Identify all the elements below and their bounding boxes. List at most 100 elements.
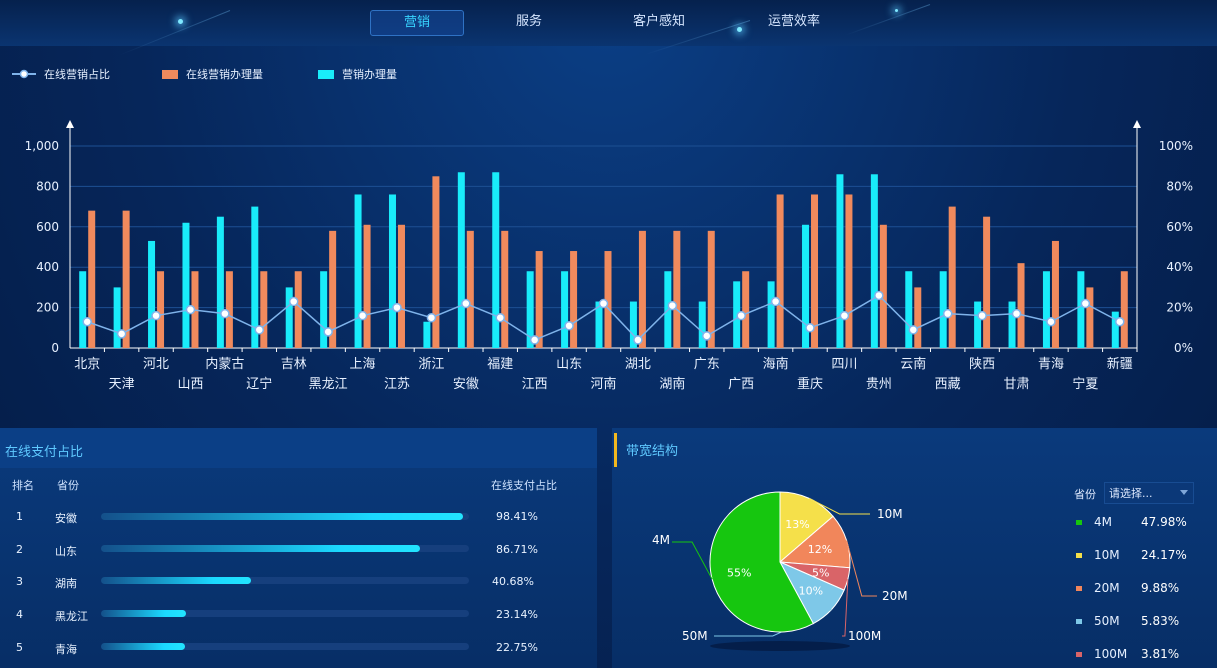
- bar-online: [638, 230, 646, 348]
- legend-row[interactable]: 10M 24.17%: [1076, 548, 1196, 564]
- legend-pct: 3.81%: [1141, 647, 1180, 661]
- legend-row[interactable]: 50M 5.83%: [1076, 614, 1196, 630]
- pie-outer-label: 50M: [682, 629, 708, 643]
- rate-point: [288, 296, 299, 307]
- pie-data-label: 13%: [785, 518, 809, 531]
- x-tick-label: 江苏: [384, 376, 410, 392]
- row-province: 青海: [55, 643, 77, 656]
- legend-name: 100M: [1094, 647, 1128, 661]
- bar-total: [698, 301, 706, 348]
- bandwidth-pie-chart: 13% 10M 12% 20M 5% 100M 10% 50M 55% 4M: [652, 491, 908, 651]
- bar-total: [802, 224, 810, 348]
- bar-online: [604, 251, 612, 348]
- row-pct: 86.71%: [496, 543, 538, 556]
- bar-total: [423, 321, 431, 348]
- legend-row[interactable]: 4M 47.98%: [1076, 515, 1196, 531]
- bar-total: [629, 301, 637, 348]
- chevron-down-icon: [1180, 490, 1188, 495]
- bar-online: [570, 251, 578, 348]
- row-rank: 1: [16, 510, 23, 523]
- rate-point: [461, 298, 471, 309]
- legend-swatch: [1076, 586, 1082, 591]
- bar-online: [707, 230, 715, 348]
- y-tick-label-left: 0: [51, 341, 59, 355]
- x-tick-label: 陕西: [969, 357, 995, 372]
- pie-leader-line: [846, 540, 877, 597]
- bar-total: [216, 216, 224, 348]
- province-select[interactable]: 请选择...: [1104, 482, 1194, 504]
- pie-leader-line: [714, 608, 832, 637]
- pie-data-label: 12%: [808, 543, 832, 556]
- y-tick-label-left: 400: [36, 260, 59, 274]
- legend-item-online[interactable]: 在线营销办理量: [162, 66, 263, 82]
- pie-slice: [709, 491, 814, 633]
- row-province: 安徽: [55, 512, 77, 525]
- bar-online: [397, 224, 405, 348]
- y-tick-label-left: 1,000: [25, 139, 59, 153]
- x-tick-label: 湖北: [625, 357, 651, 372]
- legend-swatch: [1076, 520, 1082, 525]
- x-tick-label: 甘肃: [1004, 377, 1030, 392]
- tab-service[interactable]: 服务: [515, 14, 542, 29]
- bar-total: [870, 174, 878, 348]
- rate-point: [598, 298, 609, 309]
- tab-operation-efficiency[interactable]: 运营效率: [767, 14, 820, 29]
- pie-data-label: 5%: [812, 566, 829, 579]
- bar-online: [1051, 240, 1059, 348]
- y-tick-label-left: 200: [36, 301, 59, 315]
- rate-point: [357, 310, 368, 321]
- tab-customer-perception[interactable]: 客户感知: [632, 14, 685, 29]
- rate-point: [1046, 316, 1056, 327]
- y-tick-label-right: 40%: [1166, 260, 1193, 274]
- x-tick-label: 河南: [590, 376, 616, 392]
- rate-point: [82, 316, 92, 327]
- bar-online: [914, 287, 922, 348]
- x-tick-label: 内蒙古: [205, 356, 244, 372]
- filter-label: 省份: [1074, 488, 1096, 501]
- title-accent-bar: [614, 433, 617, 467]
- bar-total: [388, 194, 396, 348]
- x-tick-label: 辽宁: [246, 376, 272, 392]
- legend-row[interactable]: 20M 9.88%: [1076, 581, 1196, 597]
- rate-point: [1080, 298, 1091, 309]
- x-tick-label: 黑龙江: [309, 377, 348, 392]
- pie-leader-line: [842, 579, 849, 637]
- row-pct: 40.68%: [492, 575, 534, 588]
- rate-point: [770, 296, 781, 307]
- x-tick-label: 广西: [728, 377, 754, 392]
- progress-fill: [101, 643, 185, 650]
- legend-item-rate[interactable]: 在线营销占比: [12, 66, 110, 82]
- bar-total: [1042, 271, 1050, 348]
- legend-swatch: [318, 69, 334, 79]
- bar-total: [354, 194, 362, 348]
- rate-point: [736, 310, 746, 321]
- x-tick-label: 江西: [522, 377, 548, 392]
- rate-point: [977, 310, 987, 321]
- legend-name: 4M: [1094, 515, 1112, 529]
- legend-name: 50M: [1094, 614, 1120, 628]
- rate-point: [495, 312, 505, 323]
- pie-data-label: 55%: [727, 566, 751, 579]
- legend-row[interactable]: 100M 3.81%: [1076, 647, 1196, 663]
- bar-online: [879, 224, 887, 348]
- rate-point: [1011, 308, 1022, 319]
- legend-label: 营销办理量: [342, 68, 397, 81]
- legend-item-total[interactable]: 营销办理量: [318, 66, 397, 82]
- pie-leader-line: [808, 497, 870, 515]
- payment-panel-title: 在线支付占比: [5, 445, 84, 460]
- bar-total: [320, 271, 328, 348]
- bar-total: [1111, 311, 1119, 348]
- row-province: 黑龙江: [55, 610, 88, 623]
- x-tick-label: 重庆: [797, 376, 823, 392]
- decor-spark: [737, 27, 742, 32]
- progress-track: [101, 610, 469, 617]
- tab-marketing[interactable]: 营销: [370, 10, 464, 36]
- pie-outer-label: 4M: [652, 533, 670, 547]
- x-tick-label: 贵州: [866, 377, 892, 392]
- legend-swatch: [1076, 553, 1082, 558]
- bar-total: [492, 172, 500, 348]
- bar-total: [905, 271, 913, 348]
- bar-total: [79, 271, 87, 348]
- y-tick-label-right: 80%: [1166, 179, 1193, 193]
- progress-fill: [101, 610, 187, 617]
